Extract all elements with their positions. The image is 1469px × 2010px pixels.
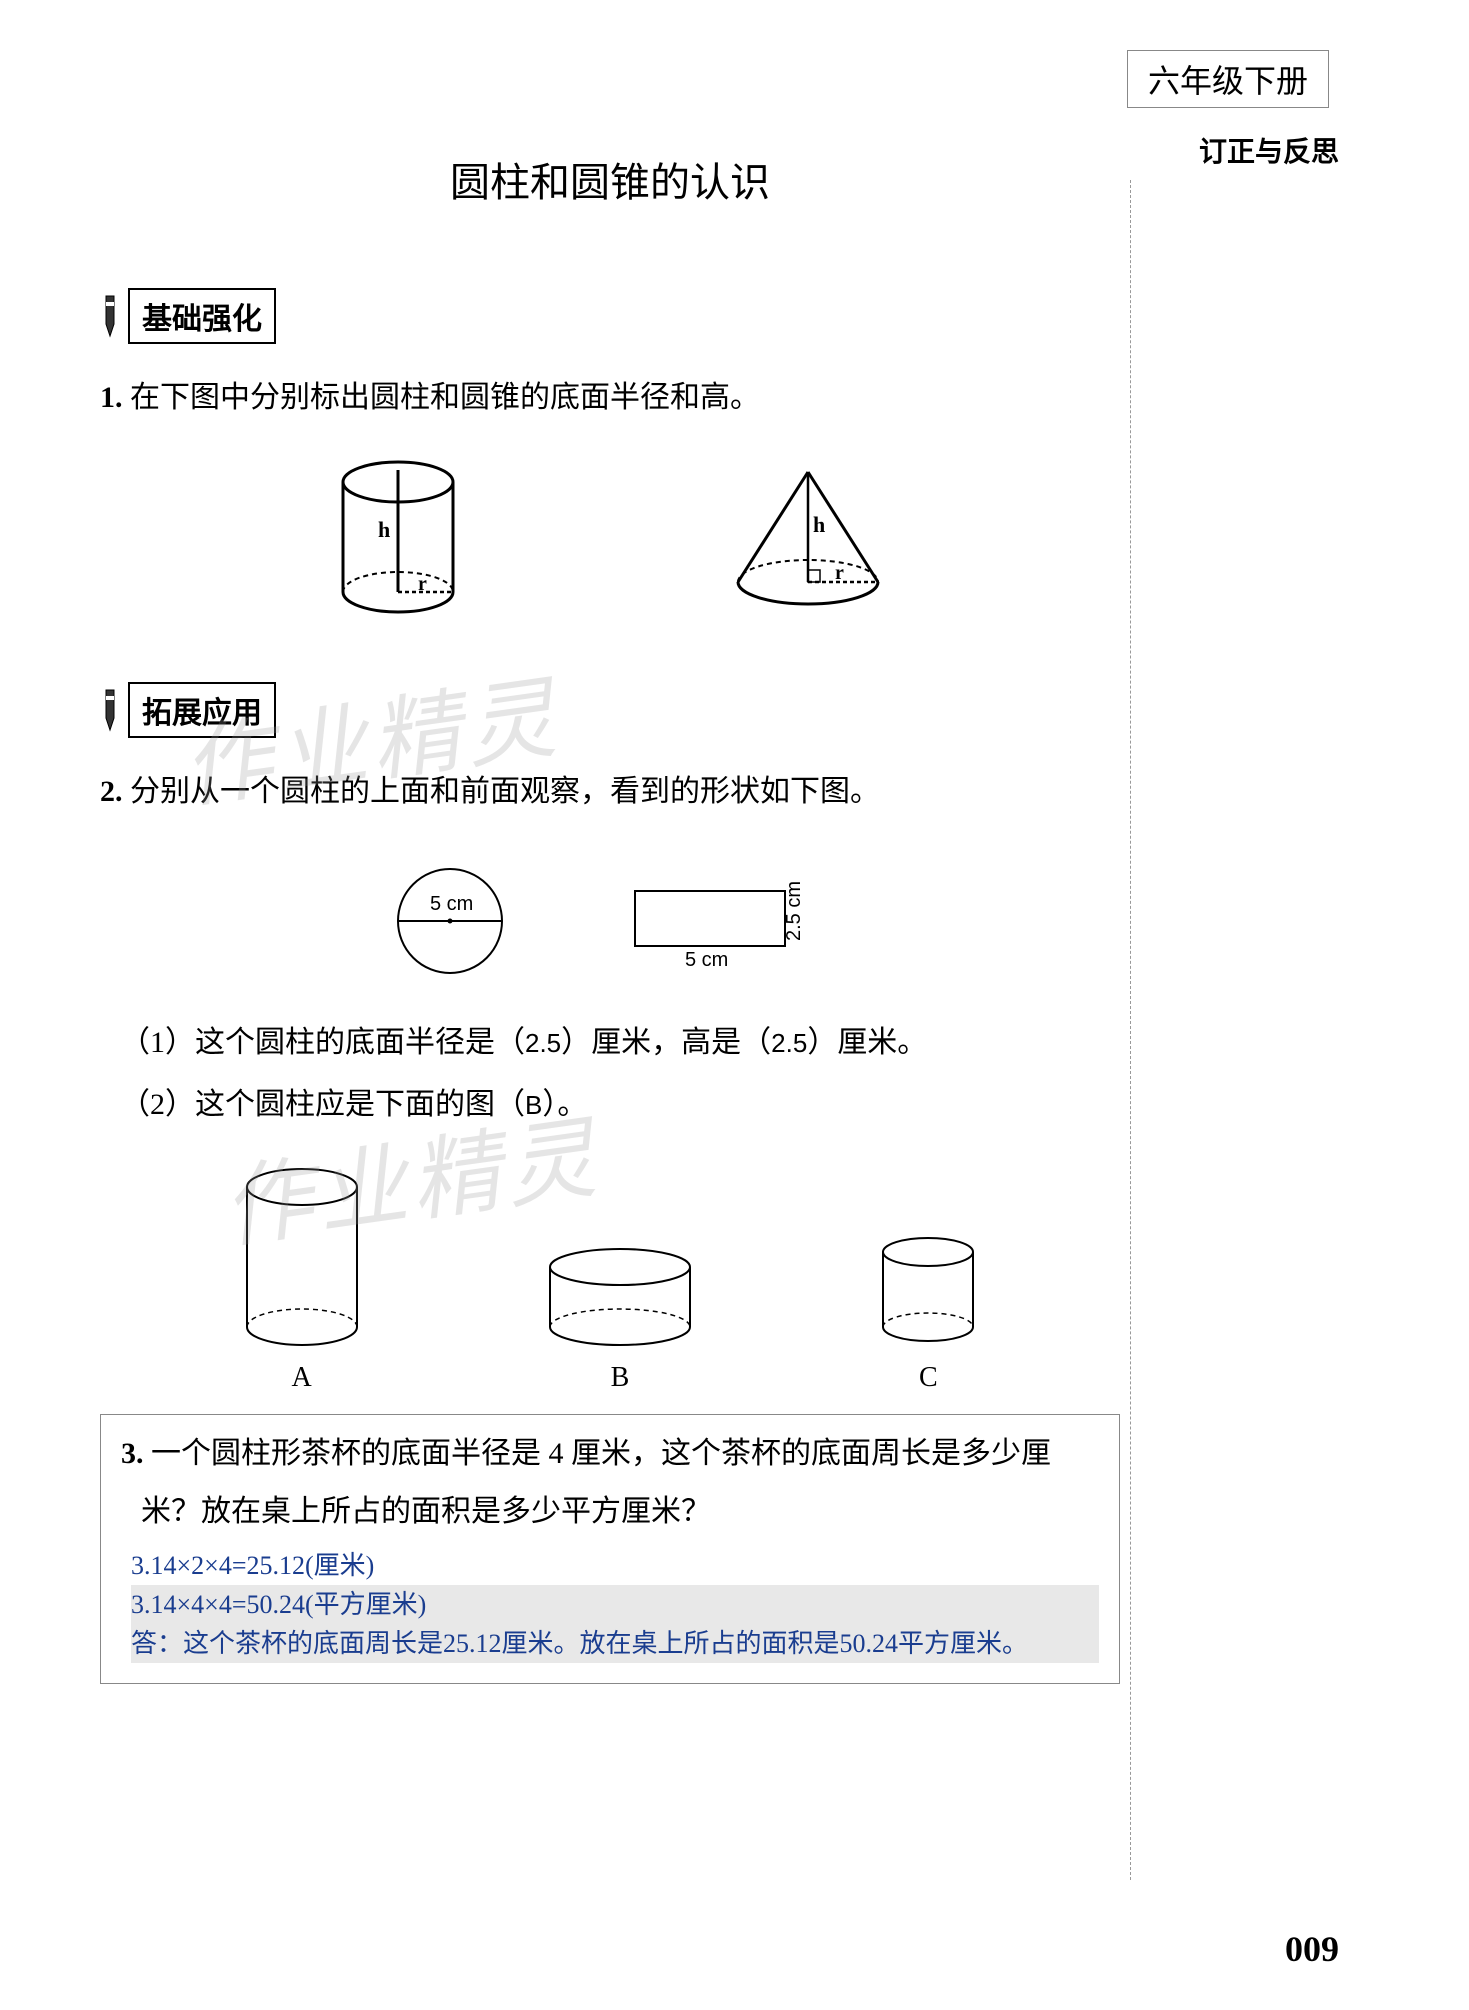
option-c-label: C (919, 1362, 938, 1394)
top-view-circle: 5 cm (375, 846, 525, 976)
q3-text-line1: 一个圆柱形茶杯的底面半径是 4 厘米，这个茶杯的底面周长是多少厘 (151, 1437, 1051, 1470)
option-a-label: A (292, 1362, 312, 1394)
question-3-box: 3. 一个圆柱形茶杯的底面半径是 4 厘米，这个茶杯的底面周长是多少厘 米？放在… (100, 1414, 1120, 1684)
rect-height-label: 2.5 cm (783, 881, 805, 941)
q2-sub1-mid: ）厘米，高是（ (561, 1026, 771, 1059)
q3-text-line2: 米？放在桌上所占的面积是多少平方厘米？ (141, 1488, 1099, 1536)
page-number: 009 (1285, 1928, 1339, 1970)
q2-sub2-suffix: ）。 (542, 1088, 587, 1121)
option-c: C (868, 1232, 988, 1394)
q3-ans2: 3.14×4×4=50.24(平方厘米) (131, 1585, 1099, 1624)
q2-num: 2. (100, 775, 123, 808)
cylinder-labeled-figure: h r (318, 452, 478, 622)
page-title: 圆柱和圆锥的认识 (100, 150, 1120, 208)
cyl-h-label: h (378, 517, 390, 542)
q2-sub1: （1）这个圆柱的底面半径是（2.5）厘米，高是（2.5）厘米。 (120, 1016, 1120, 1070)
option-b: B (535, 1242, 705, 1394)
q2-sub1-ans1: 2.5 (525, 1028, 561, 1058)
cyl-r-label: r (418, 573, 427, 595)
q2-sub2-prefix: （2）这个圆柱应是下面的图（ (120, 1088, 525, 1121)
section2-label: 拓展应用 (128, 682, 276, 738)
q2-sub1-ans2: 2.5 (771, 1028, 807, 1058)
rect-width-label: 5 cm (685, 949, 728, 971)
q3-ans3: 答：这个茶杯的底面周长是25.12厘米。放在桌上所占的面积是50.24平方厘米。 (131, 1624, 1099, 1663)
cylinder-b (535, 1242, 705, 1352)
q2-sub2: （2）这个圆柱应是下面的图（B）。 (120, 1078, 1120, 1132)
q2-views: 5 cm 5 cm 2.5 cm (100, 846, 1120, 976)
q3-ans1: 3.14×2×4=25.12(厘米) (131, 1546, 1099, 1585)
pen-icon (100, 294, 120, 339)
question-1: 1. 在下图中分别标出圆柱和圆锥的底面半径和高。 (100, 374, 1120, 422)
q3-num: 3. (121, 1437, 144, 1470)
q1-figures: h r h r (100, 452, 1120, 622)
q2-sub2-ans: B (525, 1090, 542, 1120)
q2-sub1-prefix: （1）这个圆柱的底面半径是（ (120, 1026, 525, 1059)
cone-h-label: h (813, 512, 825, 537)
section-header-1: 基础强化 (100, 288, 276, 344)
cylinder-a (232, 1162, 372, 1352)
question-3: 3. 一个圆柱形茶杯的底面半径是 4 厘米，这个茶杯的底面周长是多少厘 (121, 1430, 1099, 1478)
notes-column-header: 订正与反思 (1199, 130, 1339, 170)
circle-diameter-label: 5 cm (430, 893, 473, 915)
q1-num: 1. (100, 381, 123, 414)
cone-r-label: r (835, 562, 844, 584)
q1-text: 在下图中分别标出圆柱和圆锥的底面半径和高。 (130, 381, 760, 414)
option-a: A (232, 1162, 372, 1394)
section1-label: 基础强化 (128, 288, 276, 344)
grade-level-badge: 六年级下册 (1127, 50, 1329, 108)
q2-options: A B C (100, 1162, 1120, 1394)
cone-labeled-figure: h r (713, 457, 903, 617)
option-b-label: B (611, 1362, 630, 1394)
q2-text: 分别从一个圆柱的上面和前面观察，看到的形状如下图。 (130, 775, 880, 808)
question-2: 2. 分别从一个圆柱的上面和前面观察，看到的形状如下图。 (100, 768, 1120, 816)
pen-icon (100, 688, 120, 733)
cylinder-c (868, 1232, 988, 1352)
front-view-rect: 5 cm 2.5 cm (625, 851, 845, 971)
q2-sub1-suffix: ）厘米。 (807, 1026, 927, 1059)
content-area: 圆柱和圆锥的认识 基础强化 1. 在下图中分别标出圆柱和圆锥的底面半径和高。 h… (100, 150, 1120, 1684)
notes-column-divider (1130, 180, 1131, 1880)
section-header-2: 拓展应用 (100, 682, 276, 738)
